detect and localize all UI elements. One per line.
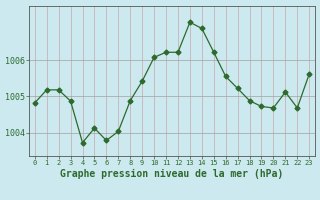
X-axis label: Graphe pression niveau de la mer (hPa): Graphe pression niveau de la mer (hPa) — [60, 169, 284, 179]
